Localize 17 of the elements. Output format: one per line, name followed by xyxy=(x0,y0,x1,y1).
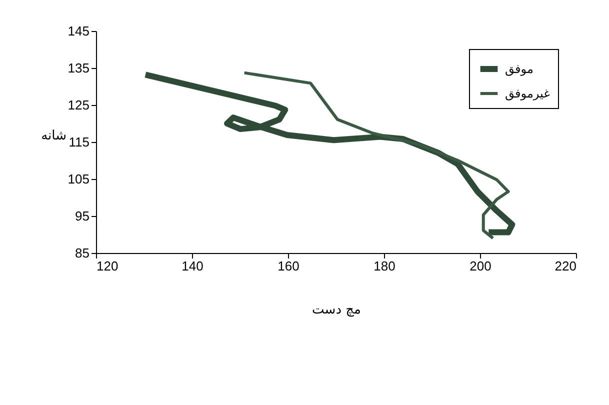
y-tick-label: 145 xyxy=(68,24,90,38)
x-tick-label: 120 xyxy=(96,258,118,274)
x-tick-label: 140 xyxy=(182,258,204,274)
y-tick-label: 135 xyxy=(68,60,90,76)
y-tick-label: 125 xyxy=(68,98,90,112)
y-tick-label: 95 xyxy=(75,208,90,224)
legend-label: غیرموفق xyxy=(505,86,550,100)
x-tick-label: 160 xyxy=(278,258,300,274)
y-tick-label: 105 xyxy=(68,172,90,186)
legend-label: موفق xyxy=(505,62,534,76)
x-tick-label: 220 xyxy=(554,258,576,274)
x-tick-label: 200 xyxy=(470,258,492,274)
y-tick-label: 115 xyxy=(68,134,90,150)
x-tick-label: 180 xyxy=(374,258,396,274)
y-axis-title: شانه xyxy=(41,128,67,144)
y-tick-label: 85 xyxy=(75,246,90,260)
x-axis-title: مچ دست xyxy=(312,302,361,318)
